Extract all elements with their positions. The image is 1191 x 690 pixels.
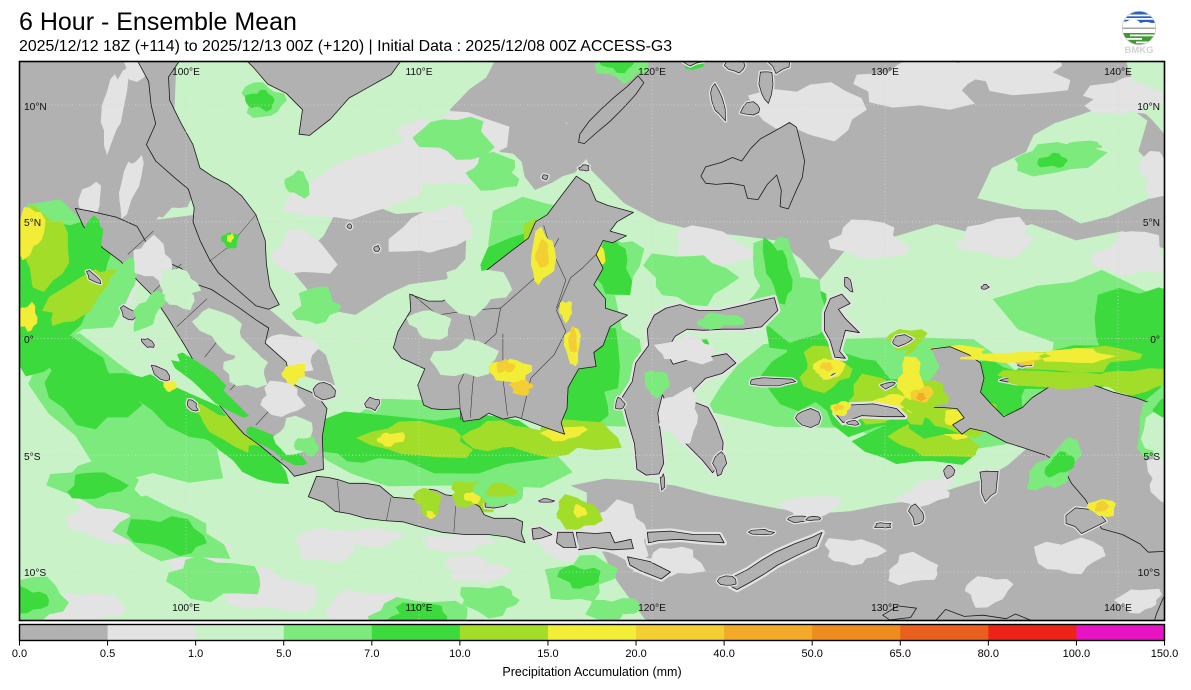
- svg-text:0.0: 0.0: [12, 648, 27, 660]
- svg-text:BMKG: BMKG: [1124, 45, 1153, 56]
- svg-text:5°S: 5°S: [24, 452, 41, 463]
- svg-text:10.0: 10.0: [449, 648, 470, 660]
- svg-text:120°E: 120°E: [638, 603, 666, 614]
- svg-text:10°N: 10°N: [1137, 102, 1160, 113]
- svg-text:80.0: 80.0: [978, 648, 999, 660]
- svg-text:10°S: 10°S: [1138, 568, 1160, 579]
- svg-text:10°N: 10°N: [24, 102, 47, 113]
- svg-text:0.5: 0.5: [100, 648, 115, 660]
- svg-text:6 Hour - Ensemble Mean: 6 Hour - Ensemble Mean: [19, 8, 297, 36]
- svg-text:7.0: 7.0: [364, 648, 379, 660]
- svg-text:50.0: 50.0: [801, 648, 822, 660]
- svg-text:100°E: 100°E: [172, 603, 200, 614]
- svg-text:5.0: 5.0: [276, 648, 291, 660]
- svg-text:100.0: 100.0: [1063, 648, 1091, 660]
- svg-text:10°S: 10°S: [24, 568, 46, 579]
- svg-text:5°N: 5°N: [1143, 218, 1160, 229]
- svg-text:140°E: 140°E: [1104, 67, 1132, 78]
- svg-text:0°: 0°: [1150, 335, 1160, 346]
- svg-text:150.0: 150.0: [1151, 648, 1179, 660]
- svg-text:120°E: 120°E: [638, 67, 666, 78]
- svg-text:Precipitation Accumulation (mm: Precipitation Accumulation (mm): [502, 665, 681, 679]
- svg-text:20.0: 20.0: [625, 648, 646, 660]
- svg-text:15.0: 15.0: [537, 648, 558, 660]
- svg-text:2025/12/12 18Z (+114) to 2025/: 2025/12/12 18Z (+114) to 2025/12/13 00Z …: [19, 38, 672, 55]
- svg-text:65.0: 65.0: [890, 648, 911, 660]
- svg-text:5°S: 5°S: [1143, 452, 1160, 463]
- svg-text:130°E: 130°E: [871, 67, 899, 78]
- svg-text:5°N: 5°N: [24, 218, 41, 229]
- svg-text:0°: 0°: [24, 335, 34, 346]
- svg-text:1.0: 1.0: [188, 648, 203, 660]
- svg-text:40.0: 40.0: [713, 648, 734, 660]
- svg-text:130°E: 130°E: [871, 603, 899, 614]
- svg-text:110°E: 110°E: [405, 67, 432, 78]
- svg-text:140°E: 140°E: [1104, 603, 1132, 614]
- svg-text:110°E: 110°E: [405, 603, 432, 614]
- svg-text:100°E: 100°E: [172, 67, 200, 78]
